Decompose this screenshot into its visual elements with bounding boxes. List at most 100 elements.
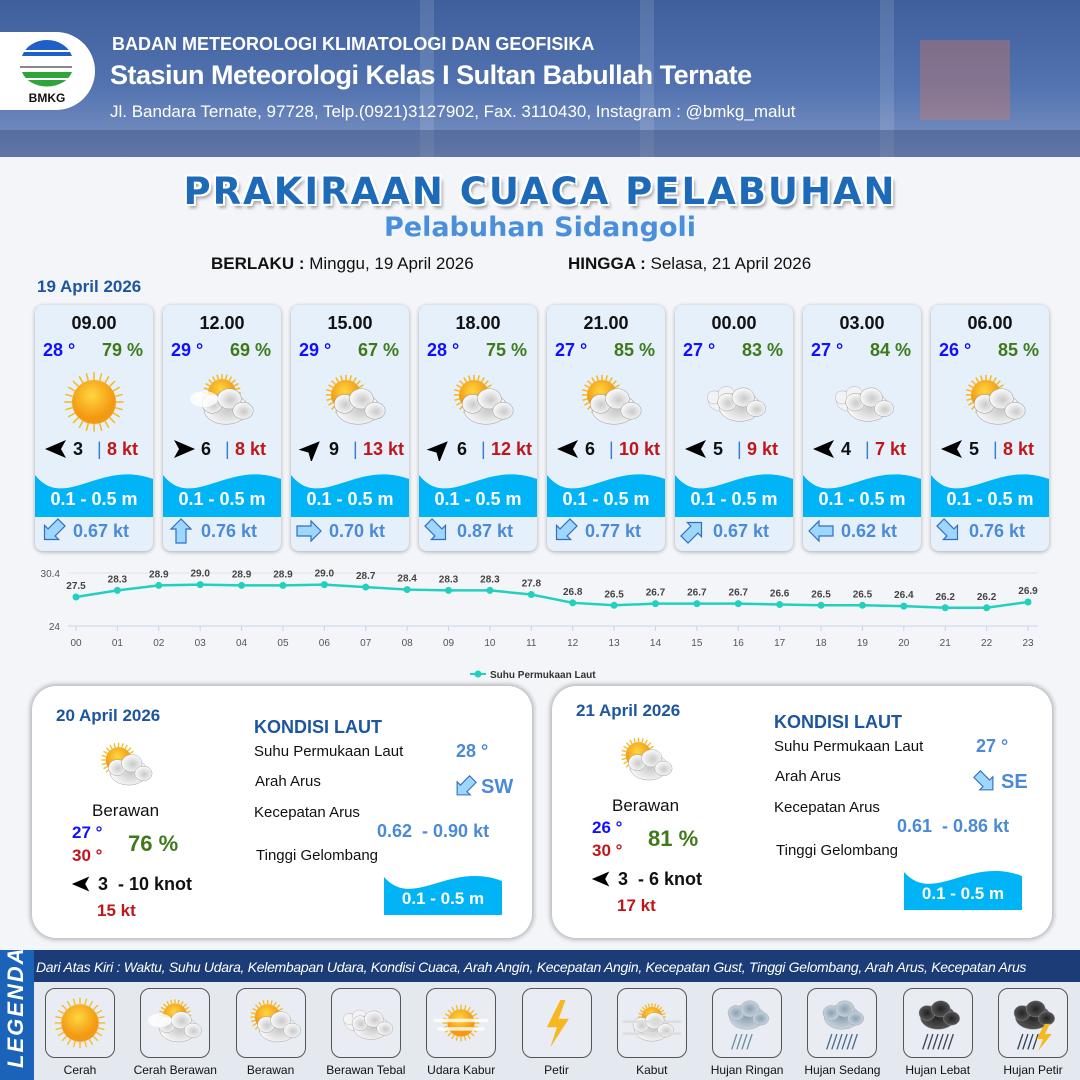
gust-speed: 7 kt <box>875 439 907 459</box>
data-label: 26.7 <box>687 588 707 599</box>
current-speed-range: 0.62 - 0.90 kt <box>377 821 490 841</box>
weather-berawan-icon <box>438 367 518 437</box>
wave-icon <box>291 465 409 517</box>
current-speed-range: 0.61 - 0.86 kt <box>897 816 1010 836</box>
humidity: 69 % <box>229 340 271 360</box>
forecast-time: 12.00 <box>199 313 245 333</box>
air-temperature: 27 ° <box>555 340 588 360</box>
x-tick-label: 08 <box>402 638 414 649</box>
gust-speed: 13 kt <box>363 439 405 459</box>
legend-label: Petir <box>544 1063 569 1077</box>
humidity: 76 % <box>128 831 179 856</box>
forecast-time: 21.00 <box>583 313 629 333</box>
current-direction-icon <box>935 517 963 545</box>
wave-height: 0.1 - 0.5 m <box>401 889 485 908</box>
humidity: 84 % <box>869 340 911 360</box>
legend-item: Berawan <box>225 988 317 1077</box>
wave-height: 0.1 - 0.5 m <box>946 489 1034 509</box>
current-direction-icon <box>423 517 451 545</box>
gust-speed: 12 kt <box>491 439 533 459</box>
wind-direction-icon <box>553 437 583 461</box>
data-point <box>941 604 949 612</box>
wind-speed: 3 <box>73 439 84 459</box>
air-temperature: 26 ° <box>939 340 972 360</box>
data-label: 28.3 <box>439 574 459 585</box>
forecast-card: 21.00 27 ° 85 % 6 | 10 kt 0.1 - 0.5 m 0.… <box>547 305 665 551</box>
current-speed-label: Kecepatan Arus <box>254 804 360 821</box>
legend-series-name: Suhu Permukaan Laut <box>490 670 596 681</box>
legend-side <box>0 950 34 1080</box>
wind-speed: 5 <box>969 439 980 459</box>
air-temperature: 29 ° <box>299 340 332 360</box>
wave-icon <box>35 465 153 517</box>
current-speed: 0.70 kt <box>329 521 386 541</box>
data-label: 28.9 <box>273 569 293 580</box>
data-label: 27.8 <box>522 579 542 590</box>
data-label: 29.0 <box>315 569 335 580</box>
current-speed: 0.67 kt <box>713 521 770 541</box>
data-label: 26.7 <box>646 588 666 599</box>
x-tick-label: 09 <box>443 638 455 649</box>
data-point <box>569 599 577 607</box>
sea-condition-title: KONDISI LAUT <box>254 717 382 737</box>
legend-item: Berawan Tebal <box>320 988 412 1077</box>
temp-min: 26 ° <box>592 818 623 837</box>
valid-from-date: Minggu, 19 April 2026 <box>309 254 474 273</box>
legend-label: Udara Kabur <box>427 1063 496 1077</box>
wave-height: 0.1 - 0.5 m <box>306 489 394 509</box>
legend-title: LEGENDA <box>3 946 28 1068</box>
current-direction-icon <box>972 769 998 795</box>
humidity: 85 % <box>997 340 1039 360</box>
wave-height: 0.1 - 0.5 m <box>434 489 522 509</box>
air-temperature: 28 ° <box>427 340 460 360</box>
current-speed: 0.77 kt <box>585 521 642 541</box>
legend-label: Hujan Lebat <box>905 1063 971 1077</box>
current-speed-label: Kecepatan Arus <box>774 799 880 816</box>
legend-cerah-icon <box>45 988 115 1058</box>
data-point <box>858 601 866 609</box>
wind-direction-icon <box>681 437 711 461</box>
wind-direction-icon <box>297 437 327 463</box>
data-point <box>72 593 80 601</box>
wave-icon <box>904 862 1022 910</box>
legend-item: Cerah Berawan <box>129 988 221 1077</box>
day2-panel: 20 April 2026 Berawan 27 ° 30 ° 76 % 3 -… <box>32 686 532 938</box>
legend-item: Hujan Lebat <box>892 988 984 1077</box>
data-label: 26.9 <box>1018 586 1038 597</box>
valid-from-label: BERLAKU : <box>211 254 305 273</box>
wave-height: 0.1 - 0.5 m <box>818 489 906 509</box>
gust-speed: 8 kt <box>107 439 139 459</box>
weather-berawan-icon <box>310 367 390 437</box>
separator: | <box>481 439 486 459</box>
temp-max: 30 ° <box>72 846 103 865</box>
separator: | <box>737 439 742 459</box>
wave-icon <box>803 465 921 517</box>
legend-item: Hujan Sedang <box>796 988 888 1077</box>
data-label: 28.9 <box>149 569 169 580</box>
data-label: 28.9 <box>232 569 252 580</box>
data-point <box>486 586 494 594</box>
data-point <box>445 586 453 594</box>
data-label: 28.3 <box>480 574 500 585</box>
x-tick-label: 04 <box>236 638 248 649</box>
forecast-time: 03.00 <box>839 313 885 333</box>
air-temperature: 27 ° <box>811 340 844 360</box>
wind-direction-icon <box>41 437 71 461</box>
separator: | <box>865 439 870 459</box>
x-tick-label: 02 <box>153 638 165 649</box>
current-direction: SE <box>1001 771 1028 793</box>
wind-speed: 9 <box>329 439 340 459</box>
header-banner <box>0 0 1080 157</box>
forecast-card: 06.00 26 ° 85 % 5 | 8 kt 0.1 - 0.5 m 0.7… <box>931 305 1049 551</box>
gust-speed: 9 kt <box>747 439 779 459</box>
humidity: 75 % <box>485 340 527 360</box>
data-label: 28.4 <box>397 574 417 585</box>
weather-berawan-icon <box>950 367 1030 437</box>
data-point <box>196 581 204 589</box>
current-speed: 0.62 kt <box>841 521 898 541</box>
sst-line <box>75 583 1029 610</box>
x-tick-label: 17 <box>774 638 786 649</box>
wave-icon <box>384 867 502 915</box>
weather-condition: Berawan <box>612 796 680 815</box>
forecast-card: 00.00 27 ° 83 % 5 | 9 kt 0.1 - 0.5 m 0.6… <box>675 305 793 551</box>
